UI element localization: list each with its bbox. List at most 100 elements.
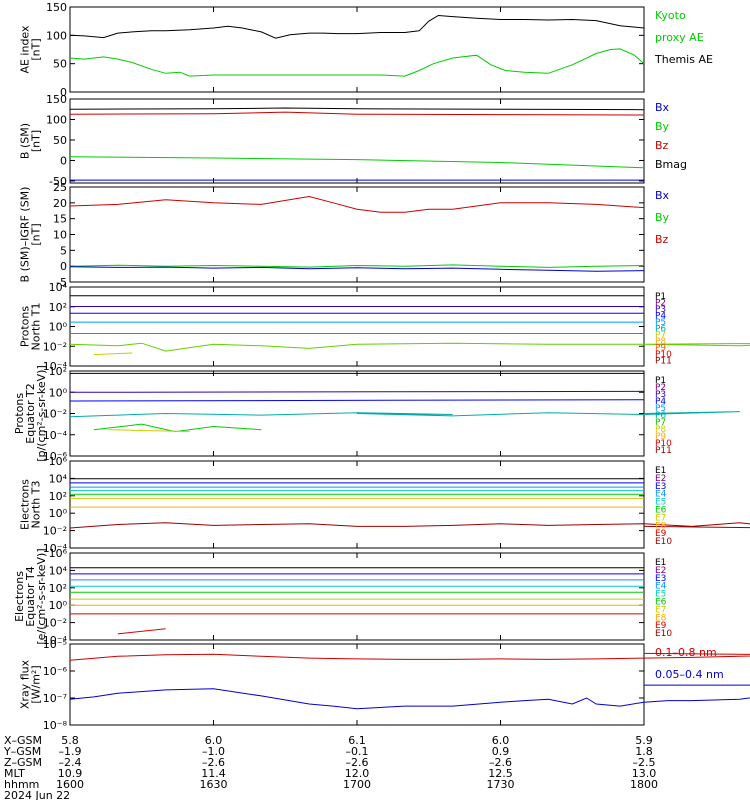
y-tick-label: -50 bbox=[49, 175, 67, 188]
y-axis-label: [nT] bbox=[30, 130, 43, 152]
series-themis-ae bbox=[69, 14, 645, 39]
legend-entry: By bbox=[655, 211, 670, 224]
y-tick-label: 50 bbox=[53, 134, 67, 147]
legend-entry: P5 bbox=[655, 404, 666, 414]
panel-1: 0 50 100 150 AE index[nT] Kyoto proxy AE Themis… bbox=[19, 1, 713, 99]
series-e10 bbox=[117, 628, 166, 635]
legend-entry: Bz bbox=[655, 139, 669, 152]
y-tick-label: 10⁻² bbox=[43, 617, 67, 630]
y-tick-label: 5 bbox=[60, 244, 67, 257]
panel-frame bbox=[69, 643, 645, 726]
series-p7 bbox=[93, 423, 262, 433]
series-kyoto-proxy-ae bbox=[69, 48, 645, 77]
y-tick-label: 10 bbox=[53, 229, 67, 242]
series-p6 bbox=[69, 411, 740, 418]
y-axis-label: Protons bbox=[19, 306, 32, 347]
y-tick-label: 0 bbox=[60, 260, 67, 273]
y-axis-label: Electrons bbox=[13, 571, 26, 622]
x-row-value: 5.9 bbox=[635, 734, 653, 747]
y-tick-label: 10⁶ bbox=[49, 547, 68, 560]
y-tick-label: 10⁻⁵ bbox=[43, 638, 67, 651]
series-bz bbox=[69, 111, 645, 116]
y-axis-label: Equator T4 bbox=[24, 566, 37, 626]
x-row-label: MLT bbox=[4, 767, 25, 780]
legend-entry: E10 bbox=[655, 629, 672, 639]
x-row-value: 5.8 bbox=[61, 734, 79, 747]
x-row-label: Z–GSM bbox=[4, 756, 42, 769]
legend-entry: E8 bbox=[655, 521, 667, 531]
y-axis-label: Protons bbox=[13, 393, 26, 434]
x-row-value: 1800 bbox=[630, 778, 658, 791]
legend-entry: P8 bbox=[655, 425, 666, 435]
x-row-label: hhmm bbox=[4, 778, 39, 791]
y-tick-label: 10⁻⁴ bbox=[43, 542, 68, 555]
y-tick-label: 10⁰ bbox=[49, 507, 68, 520]
legend-entry: Themis AE bbox=[654, 53, 713, 66]
series-p4 bbox=[69, 399, 645, 402]
y-tick-label: 10⁻⁴ bbox=[43, 634, 68, 647]
x-row-value: 1.8 bbox=[635, 745, 653, 758]
y-tick-label: 10² bbox=[49, 365, 67, 378]
legend-entry: P8 bbox=[655, 337, 666, 347]
y-axis-label: Electrons bbox=[19, 479, 32, 530]
x-row-value: –1.9 bbox=[59, 745, 82, 758]
y-axis-label: B (SM) bbox=[19, 123, 32, 159]
y-tick-label: 50 bbox=[53, 58, 67, 71]
y-axis-label: [p/(cm²-s-sr-keV)] bbox=[35, 365, 48, 462]
legend-entry: E1 bbox=[655, 558, 666, 568]
y-tick-label: 10⁻⁷ bbox=[43, 692, 67, 705]
x-row-value: 1630 bbox=[200, 778, 228, 791]
legend-entry: E7 bbox=[655, 513, 666, 523]
x-row-value: 1730 bbox=[487, 778, 515, 791]
y-tick-label: -5 bbox=[56, 276, 67, 289]
legend-entry: E7 bbox=[655, 605, 666, 615]
legend-entry: P3 bbox=[655, 305, 666, 315]
legend-entry: E3 bbox=[655, 482, 666, 492]
legend-entry: P11 bbox=[655, 446, 672, 456]
legend-entry: E9 bbox=[655, 621, 667, 631]
legend-entry: Kyoto bbox=[655, 9, 686, 22]
x-row-value: 6.1 bbox=[348, 734, 366, 747]
y-axis-label: AE index bbox=[19, 25, 32, 74]
legend-entry: P2 bbox=[655, 383, 666, 393]
legend-entry: P6 bbox=[655, 324, 666, 334]
legend-entry: E3 bbox=[655, 574, 666, 584]
series-0-1-0-8-nm bbox=[69, 652, 750, 661]
legend-entry: Bz bbox=[655, 233, 669, 246]
legend-entry: By bbox=[655, 120, 670, 133]
legend-entry: P7 bbox=[655, 418, 666, 428]
x-row-value: 1600 bbox=[56, 778, 84, 791]
x-row-value: –2.6 bbox=[346, 756, 369, 769]
y-axis-label: Equator T2 bbox=[24, 383, 37, 443]
series-by bbox=[69, 264, 645, 268]
legend-entry: E10 bbox=[655, 537, 672, 547]
legend-entry: P2 bbox=[655, 298, 666, 308]
series-p9 bbox=[69, 342, 750, 352]
x-row-value: 13.0 bbox=[632, 767, 657, 780]
x-row-value: 6.0 bbox=[492, 734, 510, 747]
y-tick-label: 20 bbox=[53, 197, 67, 210]
x-row-value: 1700 bbox=[343, 778, 371, 791]
y-tick-label: 10⁻² bbox=[43, 525, 67, 538]
legend-entry: proxy AE bbox=[655, 31, 704, 44]
date-label: 2024 Jun 22 bbox=[4, 789, 70, 800]
y-tick-label: 25 bbox=[53, 181, 67, 194]
y-tick-label: 10² bbox=[49, 301, 67, 314]
legend-entry: E9 bbox=[655, 529, 667, 539]
y-tick-label: 10⁰ bbox=[49, 599, 68, 612]
y-tick-label: 150 bbox=[46, 1, 67, 14]
legend-entry: P9 bbox=[655, 432, 666, 442]
y-tick-label: 150 bbox=[46, 93, 67, 106]
x-row-value: 6.0 bbox=[205, 734, 223, 747]
y-tick-label: 10⁻⁶ bbox=[43, 450, 68, 463]
legend-entry: P5 bbox=[655, 318, 666, 328]
y-axis-label: [e/(cm²-s-sr-keV)] bbox=[35, 548, 48, 644]
y-axis-label: North T1 bbox=[30, 303, 43, 351]
y-tick-label: 10⁻² bbox=[43, 340, 67, 353]
legend-entry: E5 bbox=[655, 590, 666, 600]
x-row-value: 10.9 bbox=[58, 767, 83, 780]
y-tick-label: 10⁰ bbox=[49, 386, 68, 399]
x-row-label: Y–GSM bbox=[3, 745, 41, 758]
